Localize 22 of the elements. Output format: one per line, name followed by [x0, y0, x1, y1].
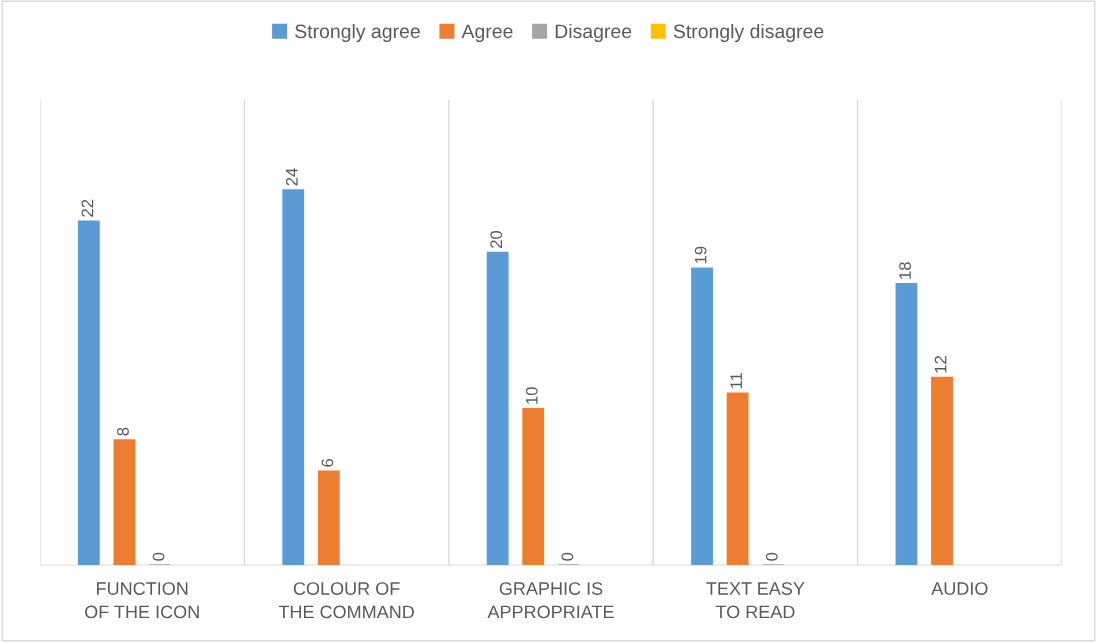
legend-label: Disagree — [555, 23, 632, 43]
data-label: 12 — [934, 356, 947, 373]
data-label: 0 — [152, 552, 165, 561]
data-label: 0 — [561, 552, 574, 561]
legend-label: Agree — [461, 24, 513, 43]
data-label: 22 — [81, 199, 94, 217]
data-label: 6 — [321, 458, 334, 467]
data-label: 19 — [694, 246, 707, 264]
x-tick-label: FUNCTION OF THE ICON — [85, 582, 199, 619]
x-tick-label: COLOUR OF THE COMMAND — [278, 582, 414, 619]
x-tick-label: TEXT EASY TO READ — [706, 582, 805, 619]
legend-label: Strongly agree — [295, 23, 420, 43]
data-label: 20 — [490, 230, 503, 248]
x-tick-label: GRAPHIC IS APPROPRIATE — [487, 582, 614, 619]
data-label: 8 — [117, 427, 129, 436]
data-label: 0 — [765, 552, 778, 561]
data-label: 18 — [899, 262, 911, 279]
data-label: 10 — [525, 387, 538, 404]
data-label: 24 — [285, 168, 298, 186]
data-label: 11 — [730, 372, 742, 389]
x-tick-label: AUDIO — [931, 582, 988, 595]
legend-label: Strongly disagree — [673, 23, 824, 43]
